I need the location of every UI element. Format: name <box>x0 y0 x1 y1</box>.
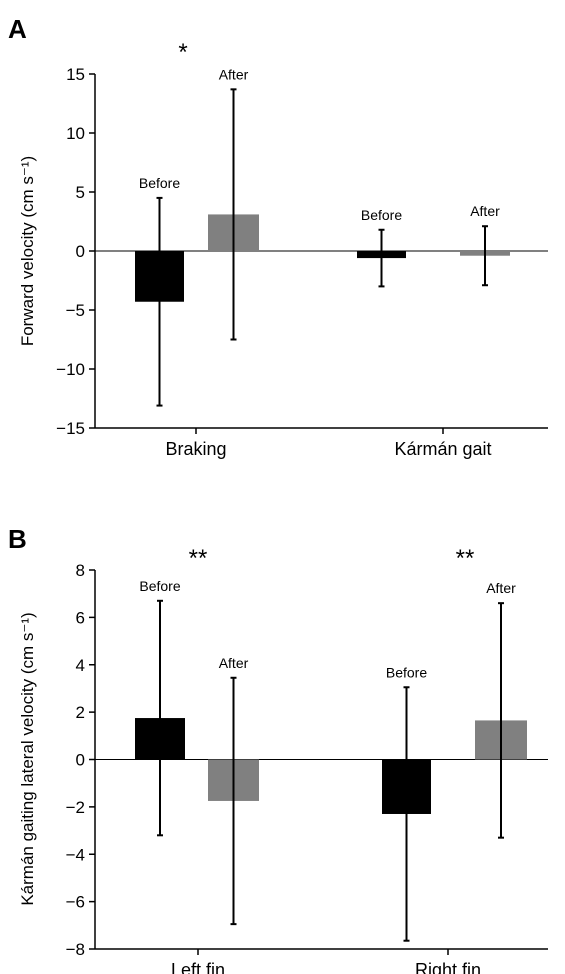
panel-b-y-tick-label: 0 <box>76 751 85 770</box>
panel-a-significance-marker: * <box>178 39 187 66</box>
panel-a-y-tick-label: 0 <box>76 242 85 261</box>
panel-a-bar-label: Before <box>361 207 402 223</box>
panel-b-y-tick-label: −4 <box>66 845 85 864</box>
panel-a-bar-label: Before <box>139 175 180 191</box>
panel-a-y-tick-label: 15 <box>66 65 85 84</box>
panel-b-significance-marker: ** <box>189 545 208 572</box>
panel-a-bar-label: After <box>219 66 249 82</box>
panel-b-bar-label: Before <box>386 664 427 680</box>
panel-a-category-label: Kármán gait <box>394 439 491 459</box>
panel-b-category-label: Left fin <box>171 960 225 974</box>
panel-letter-a: A <box>8 14 27 44</box>
panel-b-y-tick-label: −8 <box>66 940 85 959</box>
panel-b-y-tick-label: 4 <box>76 656 85 675</box>
panel-a-y-tick-label: 10 <box>66 124 85 143</box>
panel-b-bar-label: After <box>219 655 249 671</box>
panel-b-y-tick-label: 6 <box>76 608 85 627</box>
panel-a-y-tick-label: −10 <box>56 360 85 379</box>
panel-b: B −8 −6 −4 −2 0 2 4 6 8 Left fin Right fin Kármán g… <box>8 524 548 974</box>
panel-a-bar-label: After <box>470 203 500 219</box>
panel-a-category-label: Braking <box>165 439 226 459</box>
panel-a-y-tick-label: 5 <box>76 183 85 202</box>
panel-b-y-tick-label: 2 <box>76 703 85 722</box>
panel-a: A −15 −10 −5 0 5 10 15 Braking Kármán gait Forwar… <box>8 14 548 459</box>
panel-b-y-axis-label: Kármán gaiting lateral velocity (cm s⁻¹) <box>18 612 37 905</box>
panel-letter-b: B <box>8 524 27 554</box>
panel-b-bar-label: After <box>486 580 516 596</box>
panel-b-significance-marker: ** <box>456 545 475 572</box>
panel-b-y-tick-label: 8 <box>76 561 85 580</box>
panel-a-y-axis-label: Forward velocity (cm s⁻¹) <box>18 156 37 346</box>
panel-b-category-label: Right fin <box>415 960 481 974</box>
panel-a-y-tick-label: −15 <box>56 419 85 438</box>
panel-b-y-tick-label: −2 <box>66 798 85 817</box>
panel-b-y-tick-label: −6 <box>66 893 85 912</box>
panel-b-bar-label: Before <box>139 578 180 594</box>
panel-a-y-tick-label: −5 <box>66 301 85 320</box>
